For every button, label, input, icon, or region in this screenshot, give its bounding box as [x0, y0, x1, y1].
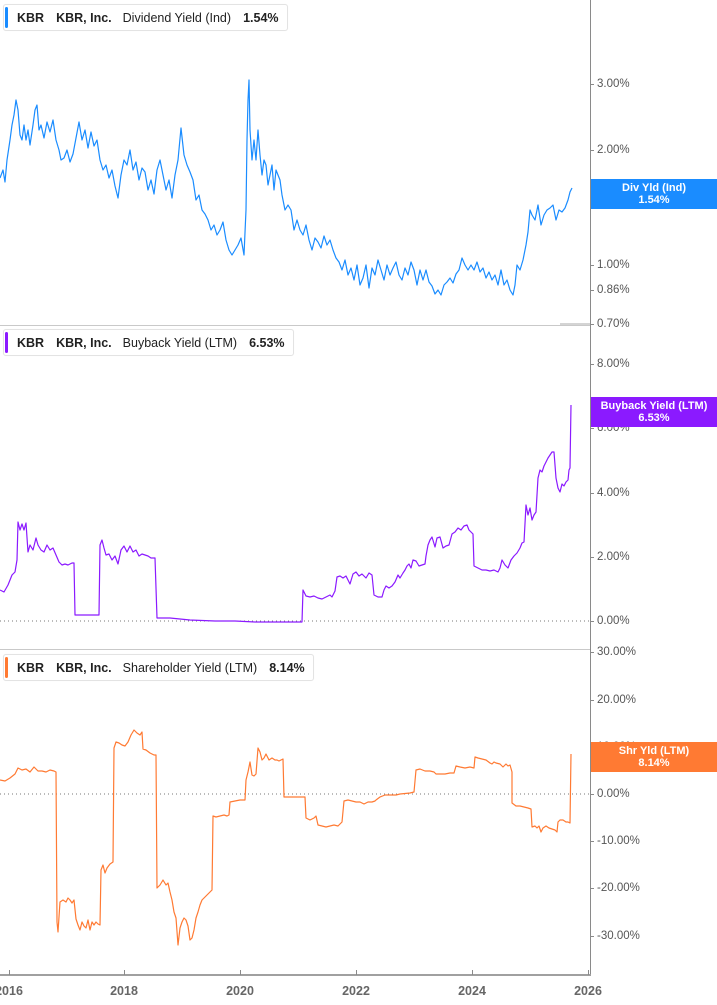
y-tick-mark — [591, 364, 594, 365]
y-tick-label: 0.00% — [597, 788, 630, 800]
tag-value: 6.53% — [638, 412, 670, 424]
legend-metric: Dividend Yield (Ind) — [122, 10, 232, 25]
y-tick-mark — [591, 557, 594, 558]
y-tick-mark — [591, 652, 594, 653]
x-tick-label: 2018 — [110, 984, 138, 998]
legend-ticker: KBR — [17, 335, 45, 350]
x-tick-mark — [9, 970, 10, 975]
y-tick-label: 8.00% — [597, 358, 630, 370]
buyback-yield-value-tag: Buyback Yield (LTM) 6.53% — [591, 397, 717, 427]
y-tick-mark — [591, 428, 594, 429]
series-color-marker — [5, 7, 8, 28]
dividend-yield-line — [0, 79, 573, 296]
y-tick-label: 30.00% — [597, 646, 637, 658]
shareholder-yield-value-tag: Shr Yld (LTM) 8.14% — [591, 742, 717, 772]
y-tick-label: 0.00% — [597, 615, 630, 627]
legend-company: KBR, Inc. — [56, 10, 112, 25]
y-tick-mark — [591, 84, 594, 85]
div-yield-value-tag: Div Yld (Ind) 1.54% — [591, 179, 717, 209]
y-tick-label: -10.00% — [597, 835, 640, 847]
x-axis-line — [0, 974, 591, 976]
legend-value: 6.53% — [249, 335, 285, 350]
tag-label: Shr Yld (LTM) — [618, 745, 690, 757]
y-tick-mark — [591, 888, 594, 889]
legend-company: KBR, Inc. — [56, 660, 112, 675]
tag-label: Buyback Yield (LTM) — [600, 400, 708, 412]
y-tick-mark — [591, 794, 594, 795]
x-tick-mark — [124, 970, 125, 975]
legend-dividend-yield[interactable]: KBR KBR, Inc. Dividend Yield (Ind) 1.54% — [3, 4, 288, 31]
tag-value: 1.54% — [638, 194, 670, 206]
y-tick-mark — [591, 493, 594, 494]
x-tick-label: 2024 — [458, 984, 486, 998]
y-tick-mark — [591, 150, 594, 151]
y-tick-mark — [591, 324, 594, 325]
buyback-yield-line — [0, 404, 572, 623]
x-tick-label: 2026 — [574, 984, 602, 998]
x-tick-mark — [240, 970, 241, 975]
y-tick-label: 2.00% — [597, 551, 630, 563]
y-tick-label: 4.00% — [597, 487, 630, 499]
legend-metric: Shareholder Yield (LTM) — [122, 660, 258, 675]
y-tick-label: 1.00% — [597, 259, 630, 271]
y-tick-label: 0.86% — [597, 284, 630, 296]
y-tick-mark — [591, 841, 594, 842]
legend-value: 1.54% — [243, 10, 279, 25]
y-tick-label: 3.00% — [597, 78, 630, 90]
y-tick-mark — [591, 936, 594, 937]
series-color-marker — [5, 657, 8, 678]
y-tick-mark — [591, 621, 594, 622]
legend-ticker: KBR — [17, 660, 45, 675]
x-tick-label: 2020 — [226, 984, 254, 998]
series-color-marker — [5, 332, 8, 353]
x-tick-mark — [472, 970, 473, 975]
legend-buyback-yield[interactable]: KBR KBR, Inc. Buyback Yield (LTM) 6.53% — [3, 329, 294, 356]
panel-separator — [0, 325, 590, 326]
y-tick-label: -20.00% — [597, 882, 640, 894]
x-tick-mark — [588, 970, 589, 975]
tag-value: 8.14% — [638, 757, 670, 769]
legend-shareholder-yield[interactable]: KBR KBR, Inc. Shareholder Yield (LTM) 8.… — [3, 654, 314, 681]
y-tick-label: 2.00% — [597, 144, 630, 156]
legend-ticker: KBR — [17, 10, 45, 25]
y-tick-label: -30.00% — [597, 930, 640, 942]
y-tick-mark — [591, 700, 594, 701]
x-tick-mark — [356, 970, 357, 975]
shareholder-yield-line — [0, 729, 572, 946]
y-tick-label: 0.70% — [597, 318, 630, 330]
tag-label: Div Yld (Ind) — [622, 182, 686, 194]
legend-company: KBR, Inc. — [56, 335, 112, 350]
y-tick-mark — [591, 265, 594, 266]
y-tick-mark — [591, 290, 594, 291]
legend-value: 8.14% — [269, 660, 305, 675]
x-tick-label: 2022 — [342, 984, 370, 998]
legend-metric: Buyback Yield (LTM) — [122, 335, 238, 350]
y-axis-line — [590, 0, 591, 975]
y-tick-label: 20.00% — [597, 694, 637, 706]
panel-separator — [0, 649, 590, 650]
x-tick-label: 2016 — [0, 984, 23, 998]
